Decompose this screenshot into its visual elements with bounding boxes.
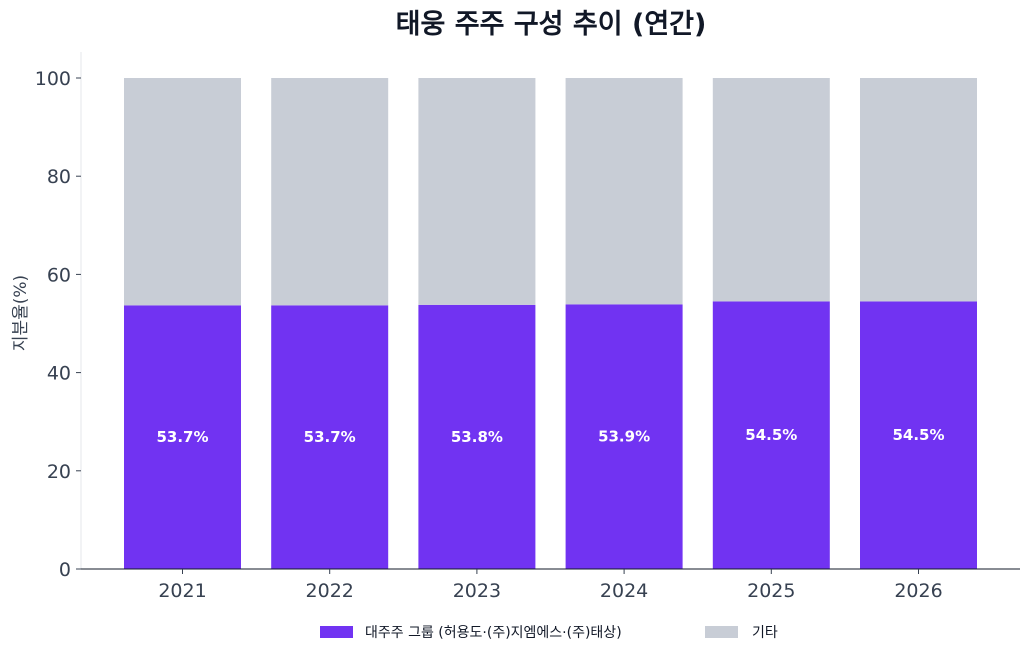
y-tick-label-60: 60 — [47, 264, 71, 286]
y-tick-label-20: 20 — [47, 461, 71, 483]
bar-major-2022 — [271, 305, 389, 569]
data-label-2025: 54.5% — [745, 426, 797, 444]
x-tick-label-2021: 2021 — [158, 580, 206, 602]
chart-title: 태웅 주주 구성 추이 (연간) — [396, 9, 707, 40]
x-tick-label-2022: 2022 — [306, 580, 354, 602]
y-axis-label: 지분율(%) — [11, 275, 31, 351]
y-ticks-group: 0 20 40 60 80 100 — [35, 68, 81, 581]
x-tick-label-2023: 2023 — [453, 580, 501, 602]
legend-label-other: 기타 — [752, 625, 778, 641]
x-tick-label-2025: 2025 — [747, 580, 795, 602]
y-tick-label-100: 100 — [35, 68, 71, 90]
data-label-2022: 53.7% — [304, 428, 356, 446]
bar-other-2026 — [860, 78, 977, 302]
legend-label-major: 대주주 그룹 (허용도·(주)지엠에스·(주)태상) — [365, 625, 622, 641]
bar-major-2025 — [712, 301, 830, 569]
bar-other-2023 — [418, 78, 536, 305]
bar-major-2023 — [418, 304, 536, 569]
bars-group — [124, 78, 977, 569]
data-label-2024: 53.9% — [598, 428, 650, 446]
data-label-2021: 53.7% — [156, 428, 208, 446]
bar-other-2022 — [271, 78, 389, 306]
x-tick-label-2026: 2026 — [894, 580, 942, 602]
data-label-2026: 54.5% — [892, 426, 944, 444]
bar-major-2021 — [124, 305, 241, 569]
axes-group — [80, 52, 1020, 570]
data-label-2023: 53.8% — [451, 428, 503, 446]
bar-other-2024 — [565, 78, 683, 305]
legend-swatch-other — [705, 626, 738, 638]
bar-other-2025 — [712, 78, 830, 302]
x-ticks-group: 2021 2022 2023 2024 2025 2026 — [158, 569, 943, 602]
bar-other-2021 — [124, 78, 241, 306]
y-tick-label-40: 40 — [47, 363, 71, 385]
data-labels-group: 53.7% 53.7% 53.8% 53.9% 54.5% 54.5% — [156, 426, 944, 446]
y-tick-label-0: 0 — [59, 559, 71, 581]
bar-major-2024 — [565, 304, 683, 569]
legend: 대주주 그룹 (허용도·(주)지엠에스·(주)태상) 기타 — [320, 625, 778, 641]
legend-swatch-major — [320, 626, 353, 638]
bar-major-2026 — [860, 301, 977, 569]
y-tick-label-80: 80 — [47, 166, 71, 188]
x-tick-label-2024: 2024 — [600, 580, 648, 602]
